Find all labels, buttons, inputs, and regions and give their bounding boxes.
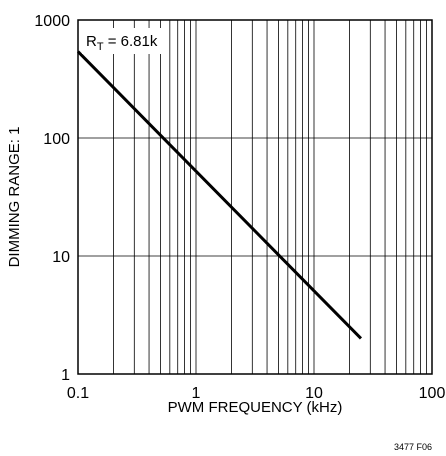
x-tick-label: 100 — [419, 385, 446, 402]
y-axis-title: DIMMING RANGE: 1 — [6, 127, 23, 268]
rt-annotation-subscript: T — [97, 41, 104, 53]
y-tick-label: 100 — [43, 131, 70, 148]
x-axis-title: PWM FREQUENCY (kHz) — [168, 399, 343, 416]
figure-id: 3477 F06 — [394, 442, 432, 452]
rt-annotation: RT = 6.81k — [86, 33, 158, 53]
x-tick-label: 1 — [192, 385, 201, 402]
annotation-background — [82, 28, 168, 54]
y-tick-label: 1 — [61, 367, 70, 384]
x-tick-label: 0.1 — [67, 385, 89, 402]
rt-annotation-main: R — [86, 33, 97, 50]
x-tick-labels: 0.1 1 10 100 — [67, 385, 446, 402]
x-tick-label: 10 — [305, 385, 323, 402]
series-marks — [76, 50, 363, 340]
y-tick-label: 10 — [52, 249, 70, 266]
grid — [78, 20, 432, 374]
y-tick-label: 1000 — [34, 13, 70, 30]
y-tick-labels: 1 10 100 1000 — [34, 13, 70, 384]
series-line — [76, 50, 363, 340]
rt-annotation-value: = 6.81k — [104, 33, 158, 50]
plot-frame — [77, 19, 433, 375]
